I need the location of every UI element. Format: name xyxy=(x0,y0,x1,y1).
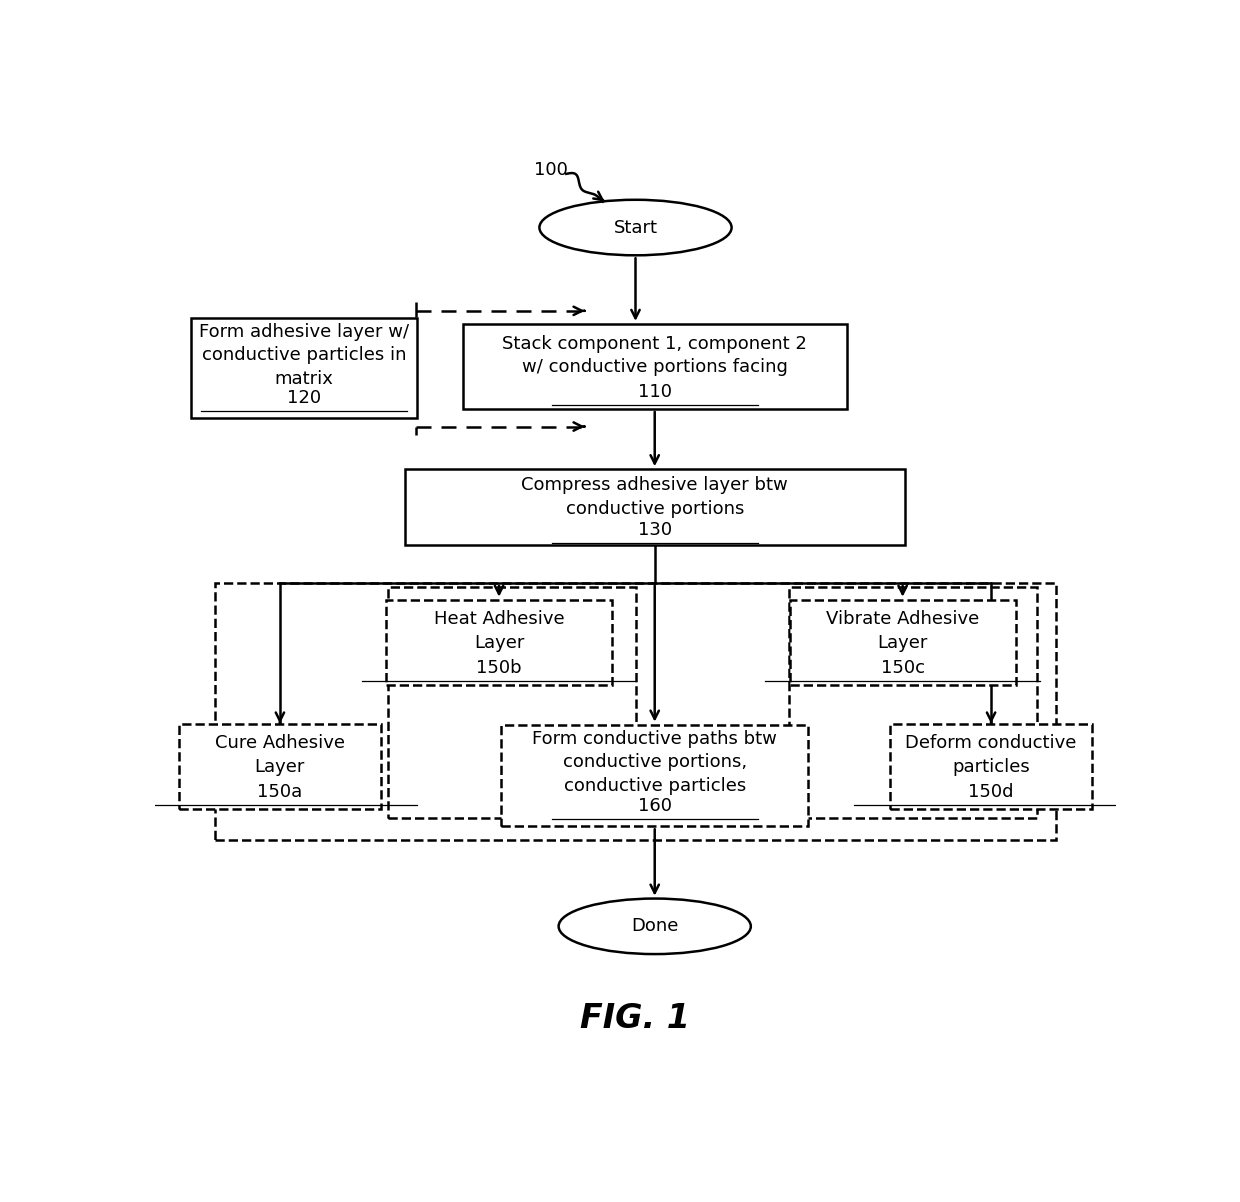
Text: Heat Adhesive
Layer: Heat Adhesive Layer xyxy=(434,611,564,651)
Text: Cure Adhesive
Layer: Cure Adhesive Layer xyxy=(215,734,345,776)
Bar xyxy=(404,469,905,545)
Text: Form adhesive layer w/
conductive particles in
matrix: Form adhesive layer w/ conductive partic… xyxy=(198,322,409,388)
Text: 150b: 150b xyxy=(476,659,522,677)
Bar xyxy=(789,587,1037,819)
Bar xyxy=(386,600,613,685)
Text: Done: Done xyxy=(631,917,678,935)
Text: 150a: 150a xyxy=(258,783,303,801)
Text: 130: 130 xyxy=(637,520,672,538)
Text: 100: 100 xyxy=(534,161,568,179)
Text: Start: Start xyxy=(614,219,657,237)
Text: Compress adhesive layer btw
conductive portions: Compress adhesive layer btw conductive p… xyxy=(521,476,789,518)
Text: Form conductive paths btw
conductive portions,
conductive particles: Form conductive paths btw conductive por… xyxy=(532,730,777,795)
Text: 160: 160 xyxy=(637,797,672,815)
Bar xyxy=(463,323,847,409)
Bar xyxy=(388,587,635,819)
Bar xyxy=(790,600,1016,685)
Bar xyxy=(890,724,1092,809)
Text: FIG. 1: FIG. 1 xyxy=(580,1002,691,1035)
Text: Deform conductive
particles: Deform conductive particles xyxy=(905,734,1076,776)
Bar xyxy=(179,724,381,809)
Ellipse shape xyxy=(558,899,751,954)
Bar xyxy=(215,583,1056,840)
Ellipse shape xyxy=(539,200,732,255)
Text: 150c: 150c xyxy=(880,659,925,677)
Text: Stack component 1, component 2
w/ conductive portions facing: Stack component 1, component 2 w/ conduc… xyxy=(502,334,807,376)
Text: 120: 120 xyxy=(286,389,321,407)
Text: Vibrate Adhesive
Layer: Vibrate Adhesive Layer xyxy=(826,611,980,651)
Text: 110: 110 xyxy=(637,383,672,401)
Bar xyxy=(501,725,808,826)
Text: 150d: 150d xyxy=(968,783,1014,801)
Bar xyxy=(191,319,417,418)
